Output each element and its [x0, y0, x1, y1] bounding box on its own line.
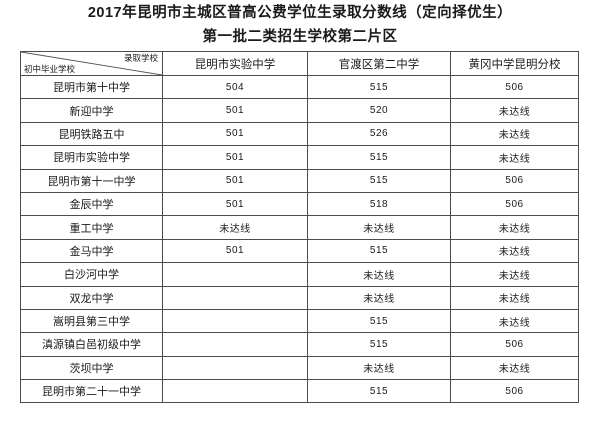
score-cell: 501: [162, 121, 308, 147]
table-body: 昆明市第十中学 504 515 506 新迎中学 501 520 未达线 昆明铁…: [20, 74, 579, 404]
score-cell: 未达线: [307, 285, 451, 310]
table-row: 昆明市第二十一中学 515 506: [20, 379, 579, 404]
school-cell: 白沙河中学: [20, 262, 163, 287]
score-cell: 未达线: [450, 215, 579, 240]
table-row: 昆明铁路五中 501 526 未达线: [20, 121, 579, 147]
score-cell: [162, 308, 308, 334]
table-row: 重工中学 未达线 未达线 未达线: [20, 215, 579, 240]
score-cell: 未达线: [450, 238, 579, 264]
school-cell: 昆明市实验中学: [20, 145, 163, 170]
score-cell: [162, 379, 308, 404]
school-cell: 金辰中学: [20, 191, 163, 217]
score-cell: 515: [307, 238, 451, 264]
score-cell: 515: [307, 332, 451, 357]
score-cell: 506: [450, 168, 579, 193]
score-cell: 515: [307, 379, 451, 404]
score-cell: 520: [307, 98, 451, 123]
table-row: 嵩明县第三中学 515 未达线: [20, 308, 579, 334]
score-cell: 501: [162, 238, 308, 264]
school-cell: 昆明市第二十一中学: [20, 379, 163, 404]
score-cell: 未达线: [450, 98, 579, 123]
corner-label-junior-high-school: 初中毕业学校: [24, 64, 76, 74]
school-cell: 嵩明县第三中学: [20, 308, 163, 334]
table-row: 双龙中学 未达线 未达线: [20, 285, 579, 310]
school-cell: 滇源镇白邑初级中学: [20, 332, 163, 357]
score-cell: 未达线: [450, 355, 579, 381]
column-header-school-3: 黄冈中学昆明分校: [450, 51, 579, 76]
school-cell: 重工中学: [20, 215, 163, 240]
score-cell: [162, 355, 308, 381]
score-cell: 未达线: [450, 262, 579, 287]
document-subtitle: 第一批二类招生学校第二片区: [202, 29, 398, 45]
table-row: 新迎中学 501 520 未达线: [20, 98, 579, 123]
score-cell: 515: [307, 308, 451, 334]
score-cell: 506: [450, 191, 579, 217]
score-cell: [162, 332, 308, 357]
school-cell: 昆明市第十一中学: [20, 168, 163, 193]
score-cell: 未达线: [450, 308, 579, 334]
table-row: 昆明市第十中学 504 515 506: [20, 74, 579, 100]
score-cell: 501: [162, 98, 308, 123]
table-row: 昆明市实验中学 501 515 未达线: [20, 145, 579, 170]
score-cell: [162, 262, 308, 287]
diagonal-divider-line: [21, 52, 162, 75]
score-cell: 506: [450, 74, 579, 100]
corner-label-admission-school: 录取学校: [123, 53, 158, 63]
header-row: 录取学校 初中毕业学校 昆明市实验中学 官渡区第二中学 黄冈中学昆明分校: [20, 51, 579, 76]
score-table: 录取学校 初中毕业学校 昆明市实验中学 官渡区第二中学 黄冈中学昆明分校 昆明市…: [20, 51, 579, 404]
column-header-school-2: 官渡区第二中学: [307, 51, 451, 76]
column-header-school-1: 昆明市实验中学: [162, 51, 308, 76]
table-row: 茨坝中学 未达线 未达线: [20, 355, 579, 381]
school-cell: 昆明市第十中学: [20, 74, 163, 100]
score-cell: 未达线: [307, 215, 451, 240]
school-cell: 昆明铁路五中: [20, 121, 163, 147]
table-row: 白沙河中学 未达线 未达线: [20, 262, 579, 287]
score-cell: 526: [307, 121, 451, 147]
score-cell: 未达线: [450, 145, 579, 170]
score-cell: 501: [162, 191, 308, 217]
school-cell: 金马中学: [20, 238, 163, 264]
table-row: 金马中学 501 515 未达线: [20, 238, 579, 264]
score-cell: 506: [450, 379, 579, 404]
school-cell: 双龙中学: [20, 285, 163, 310]
score-cell: 518: [307, 191, 451, 217]
score-cell: 515: [307, 168, 451, 193]
score-cell: 未达线: [307, 262, 451, 287]
score-cell: 未达线: [450, 121, 579, 147]
score-cell: 未达线: [450, 285, 579, 310]
table-row: 滇源镇白邑初级中学 515 506: [20, 332, 579, 357]
school-cell: 茨坝中学: [20, 355, 163, 381]
score-cell: 501: [162, 145, 308, 170]
score-cell: 515: [307, 145, 451, 170]
table-row: 金辰中学 501 518 506: [20, 191, 579, 217]
table-row: 昆明市第十一中学 501 515 506: [20, 168, 579, 193]
score-cell: 未达线: [307, 355, 451, 381]
corner-header-cell: 录取学校 初中毕业学校: [20, 51, 163, 76]
score-cell: 515: [307, 74, 451, 100]
score-cell: 504: [162, 74, 308, 100]
score-cell: [162, 285, 308, 310]
score-cell: 未达线: [162, 215, 308, 240]
score-cell: 506: [450, 332, 579, 357]
school-cell: 新迎中学: [20, 98, 163, 123]
document-title: 2017年昆明市主城区普高公费学位生录取分数线（定向择优生）: [87, 5, 513, 21]
score-cell: 501: [162, 168, 308, 193]
